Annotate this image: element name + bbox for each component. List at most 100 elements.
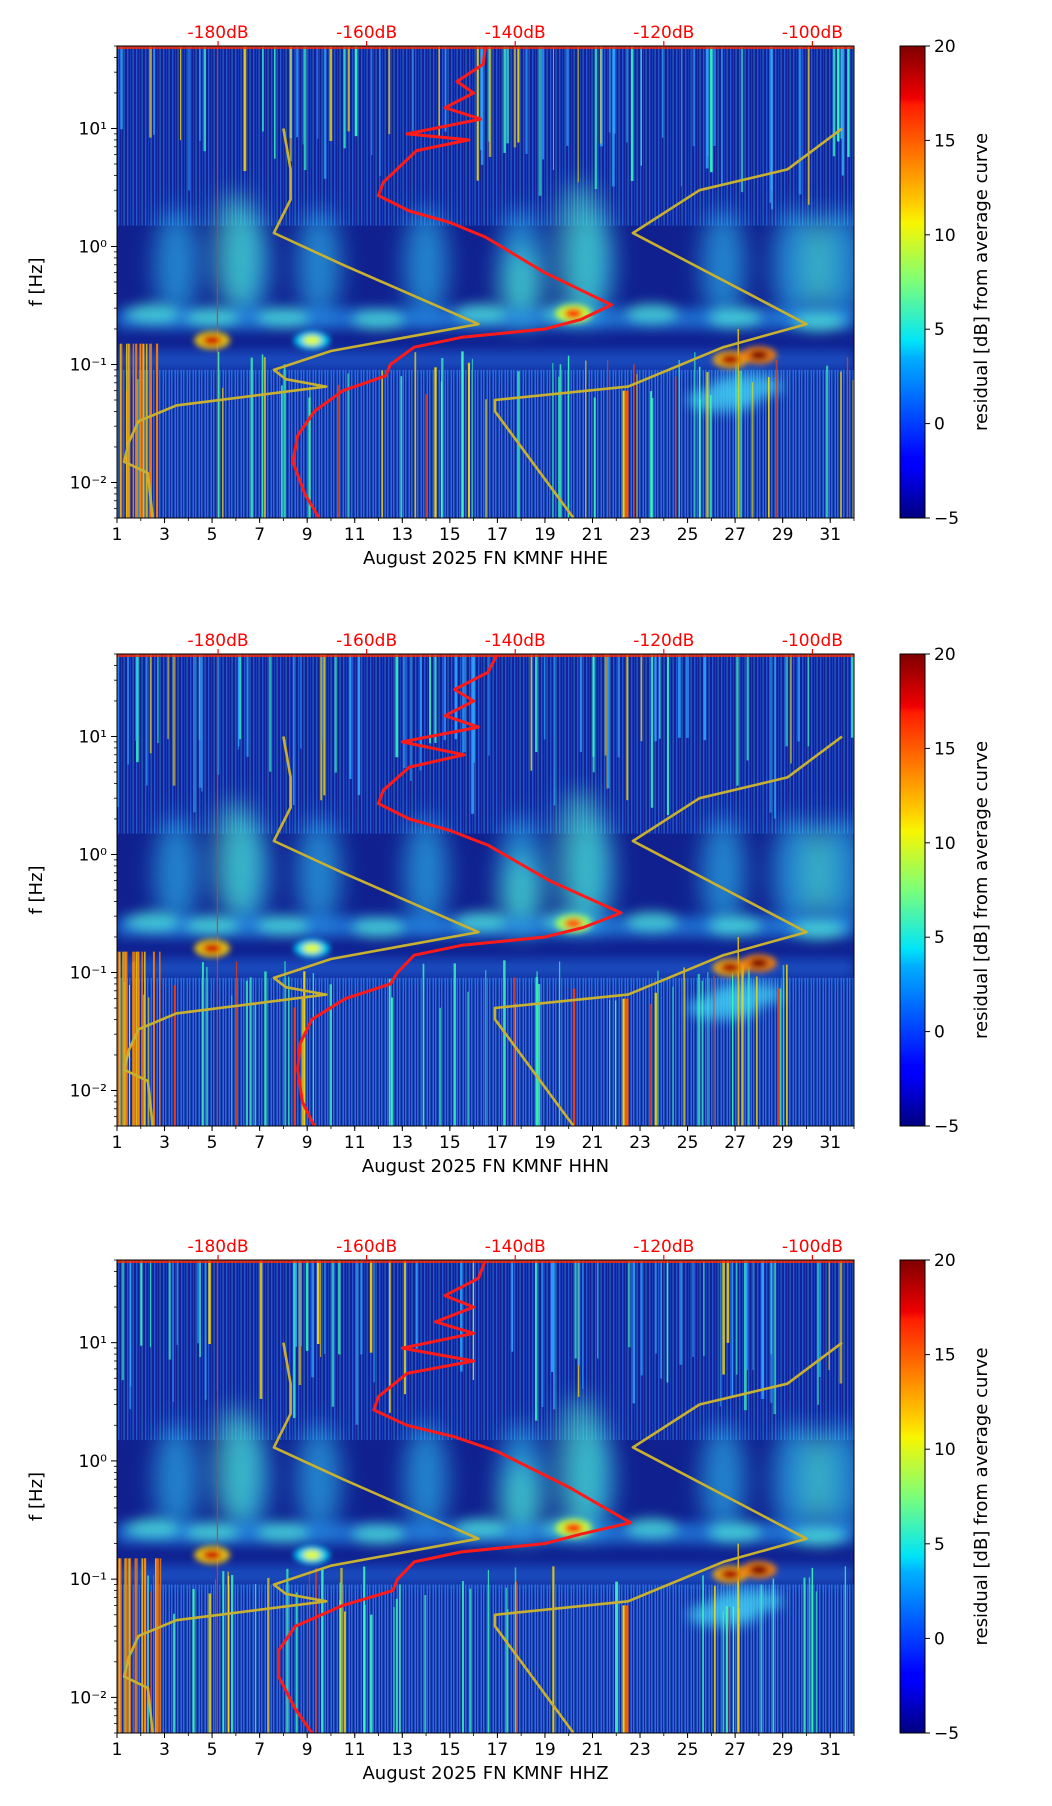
heatmap-streak	[654, 1260, 657, 1354]
heatmap-streak	[157, 1558, 159, 1733]
heatmap-streak	[557, 376, 560, 518]
heatmap-streak	[215, 1579, 217, 1733]
heatmap-streak	[286, 1568, 289, 1733]
heatmap-streak	[148, 997, 150, 1126]
curves	[122, 46, 843, 518]
heatmap-streak	[630, 46, 634, 181]
colorbar-tick-label: 15	[934, 131, 956, 151]
heatmap-streak	[143, 1558, 146, 1733]
y-tick-label: 10¹	[79, 119, 107, 139]
heatmap-blob	[802, 214, 835, 315]
heatmap-streak	[129, 1558, 132, 1733]
heatmap-streak	[607, 359, 609, 518]
heatmap-diffuse-energy	[154, 1396, 854, 1542]
heatmap-streak	[172, 1260, 174, 1403]
heatmap-streak	[300, 654, 302, 749]
heatmap-streak	[678, 359, 680, 518]
x-tick-label: 17	[487, 1133, 509, 1153]
heatmap-streak	[337, 384, 340, 518]
heatmap-streak	[262, 46, 264, 132]
heatmap-hot-spot	[302, 1550, 321, 1561]
y-tick-label: 10⁻²	[70, 473, 107, 493]
heatmap-streak	[461, 351, 464, 518]
x-tick-label: 23	[629, 1740, 651, 1760]
heatmap-streak	[390, 997, 393, 1126]
heatmap-streak	[264, 971, 267, 1126]
heatmap-streak	[666, 1260, 669, 1383]
heatmap-streak	[422, 963, 425, 1126]
heatmap-streak	[467, 362, 470, 518]
heatmap-streak	[388, 46, 391, 135]
heatmap-streak	[119, 343, 122, 518]
heatmap-streak	[321, 1567, 324, 1733]
heatmap-blob	[404, 209, 449, 320]
heatmap-streak	[807, 654, 810, 747]
top-scale-label: -100dB	[782, 631, 843, 651]
heatmap-streak	[363, 1566, 366, 1733]
heatmap-streak	[321, 654, 323, 742]
x-tick-label: 9	[302, 1740, 313, 1760]
heatmap-streak	[203, 46, 207, 152]
x-tick-label: 5	[207, 1133, 218, 1153]
x-axis-label: August 2025 FN KMNF HHE	[363, 548, 608, 569]
heatmap-streak	[354, 46, 358, 137]
heatmap-streak	[503, 960, 506, 1126]
heatmap-streak	[444, 46, 447, 132]
heatmap-streak	[355, 1260, 359, 1425]
heatmap-streak	[127, 654, 129, 765]
colorbar-tick-label: 15	[934, 739, 956, 759]
heatmap-streak	[357, 654, 361, 796]
heatmap-streak	[360, 1260, 363, 1355]
heatmap-streak	[731, 1260, 733, 1397]
heatmap-streak	[453, 963, 456, 1126]
heatmap-streak	[320, 654, 323, 801]
heatmap-streak	[144, 951, 146, 1126]
heatmap-streak	[347, 373, 349, 518]
heatmap-streak	[118, 1558, 121, 1733]
heatmap-streak	[692, 1260, 694, 1357]
heatmap-streak	[600, 46, 602, 144]
x-tick-label: 21	[582, 1740, 604, 1760]
colorbar-tick-label: 20	[934, 1251, 956, 1271]
heatmap-streak	[713, 46, 716, 146]
heatmap-band	[117, 959, 854, 978]
colorbar-label: residual [dB] from average curve	[971, 741, 992, 1039]
x-tick-label: 11	[344, 525, 366, 545]
heatmap-band-patch	[687, 996, 760, 1020]
heatmap-blob	[701, 1424, 746, 1535]
heatmap-streak	[231, 995, 233, 1126]
colorbar-label: residual [dB] from average curve	[971, 1347, 992, 1645]
heatmap-hot-spot	[721, 962, 740, 973]
high-noise-model-line	[493, 127, 843, 518]
colorbar-tick-label: 20	[934, 645, 956, 665]
heatmap-streak	[775, 360, 778, 518]
heatmap-streak	[120, 46, 123, 130]
heatmap-band-patch	[257, 307, 310, 328]
heatmap-streak	[296, 1592, 298, 1733]
top-scale-label: -160dB	[336, 631, 397, 651]
heatmap-streak	[438, 46, 440, 137]
heatmap-streak	[622, 1605, 625, 1733]
heatmap-streak	[558, 961, 561, 1126]
heatmap-streak	[577, 46, 579, 183]
colorbar-tick-label: 0	[934, 415, 945, 435]
heatmap-streak	[329, 984, 332, 1126]
heatmap-streak	[677, 654, 681, 738]
x-tick-label: 13	[391, 525, 413, 545]
heatmap-streak	[314, 1568, 318, 1733]
heatmap-band-patch	[126, 911, 179, 932]
heatmap-hot-spot	[564, 918, 583, 929]
colorbar-tick-label: 5	[934, 928, 945, 948]
heatmap-streak	[197, 1260, 199, 1344]
heatmap-band-patch	[625, 911, 678, 932]
heatmap-hot-spot	[203, 1550, 222, 1561]
heatmap-streak	[640, 46, 642, 166]
heatmap-streak	[467, 991, 469, 1126]
heatmap-streak	[340, 1567, 343, 1733]
heatmap-streak	[705, 46, 709, 169]
heatmap-streak	[852, 380, 854, 518]
colorbar-tick-label: −5	[934, 1724, 959, 1744]
x-tick-label: 3	[159, 525, 170, 545]
colorbar: 20 15 10 5 0 −5 residual [dB] from average cur…	[899, 37, 992, 529]
